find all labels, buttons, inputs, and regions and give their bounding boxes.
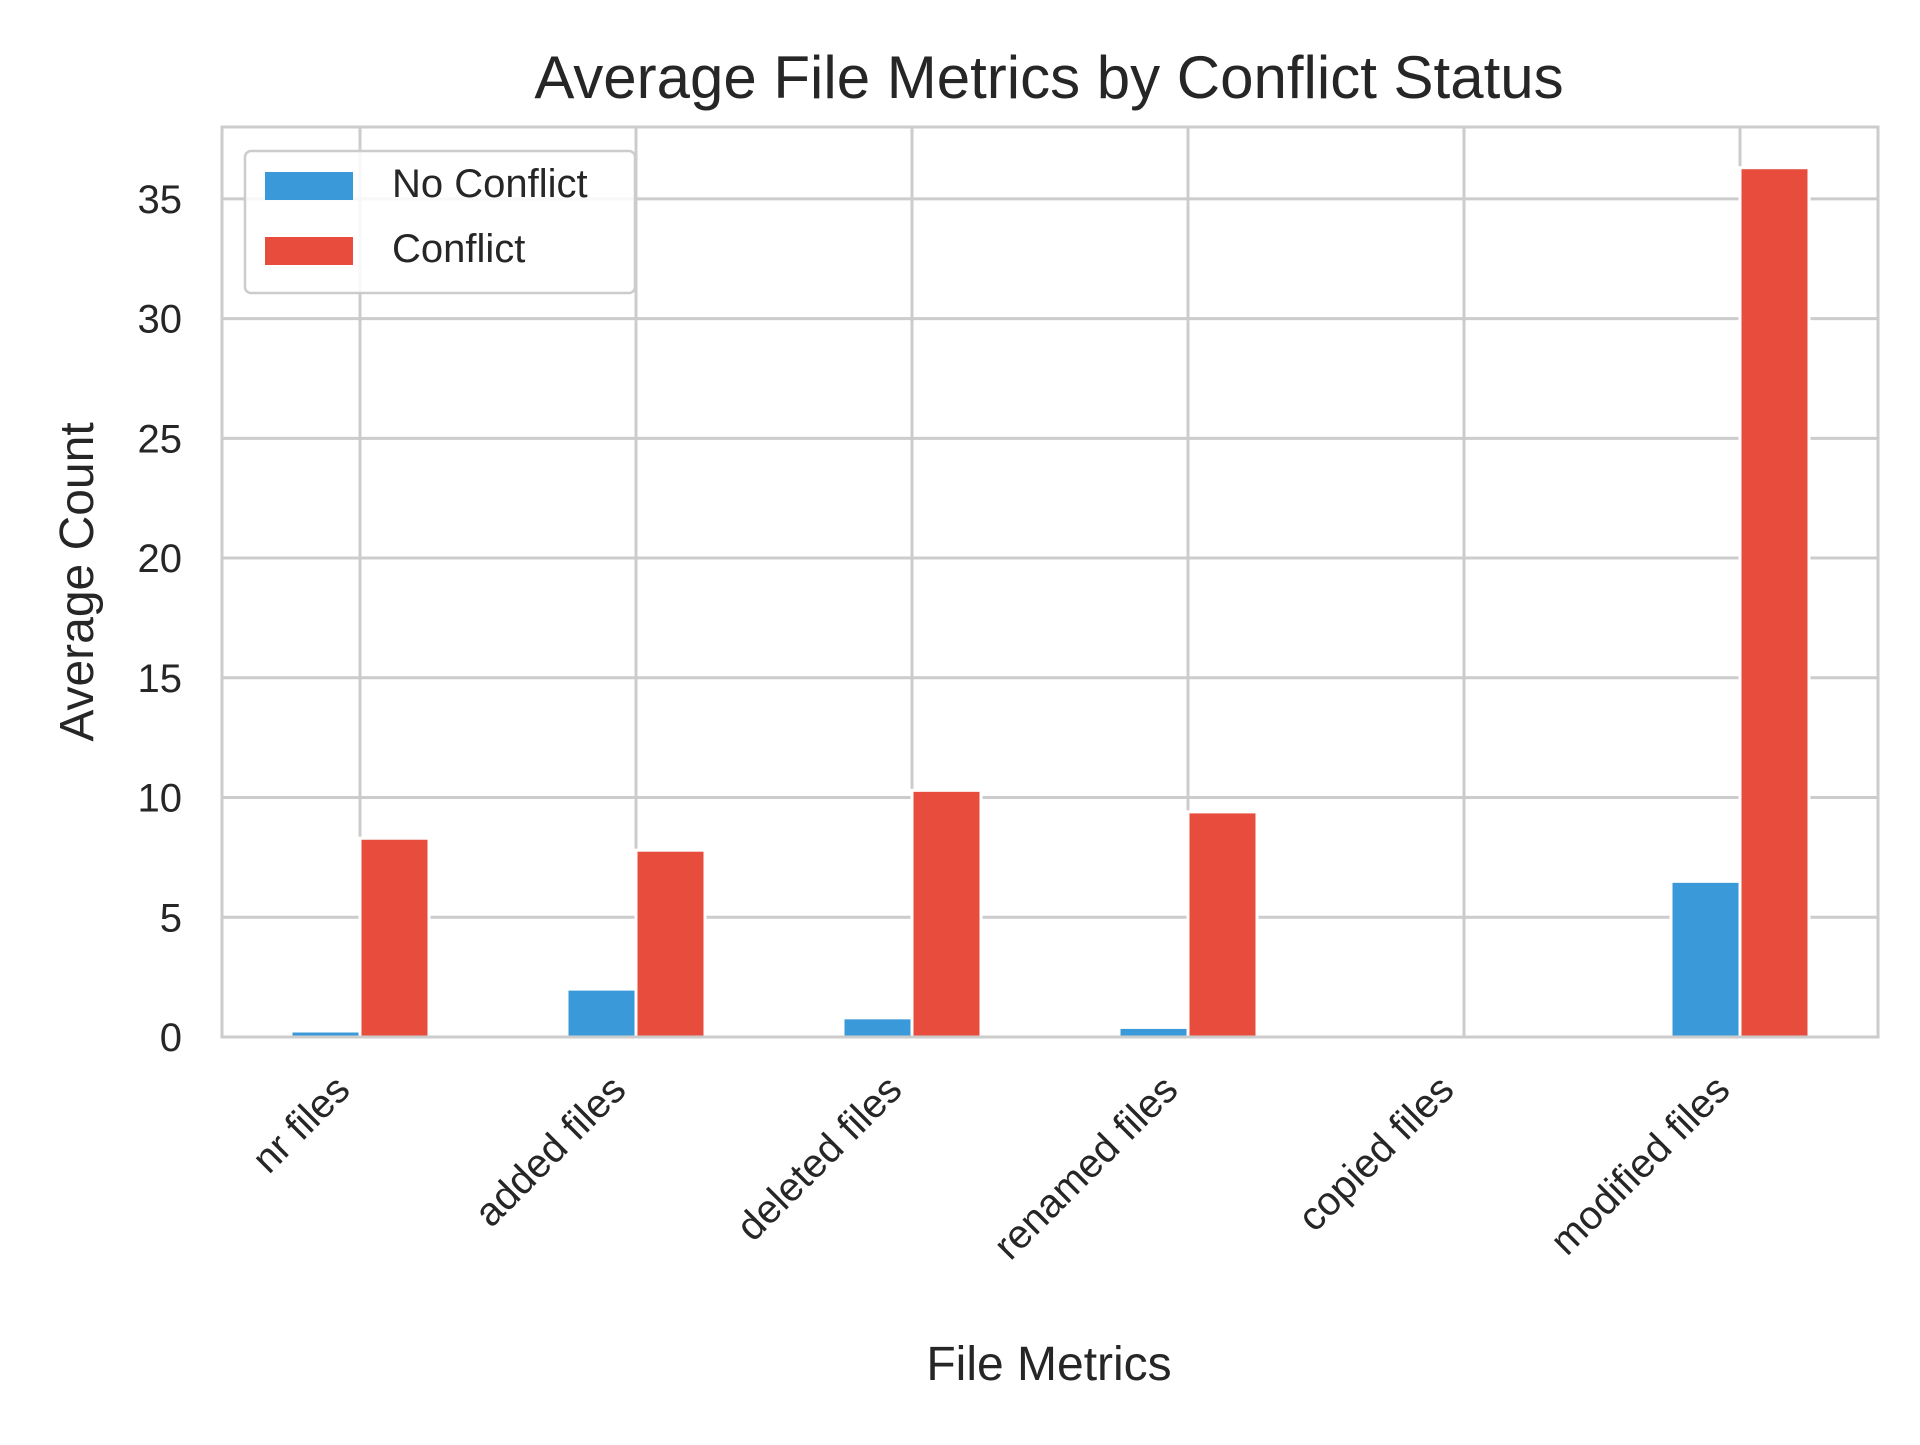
bar-conflict-renamed-files [1186,810,1259,1039]
plot-area-frame [220,125,1880,1039]
y-tick-label-5: 5 [160,896,182,940]
chart-title: Average File Metrics by Conflict Status [534,44,1563,111]
bar-conflict-added-files [634,848,707,1039]
legend-swatch-conflict [265,237,353,265]
bar-no-conflict-modified-files [1669,879,1742,1039]
y-tick-label-25: 25 [138,417,183,461]
y-tick-label-35: 35 [138,178,183,222]
y-tick-labels: 0 5 10 15 20 25 30 35 [138,178,183,1060]
bar-conflict-deleted-files [910,788,983,1039]
legend: No Conflict Conflict [243,149,637,295]
y-axis-label: Average Count [51,422,104,741]
bar-conflict-modified-files [1738,166,1811,1039]
y-tick-label-30: 30 [138,298,183,342]
y-tick-label-15: 15 [138,657,183,701]
bar-no-conflict-deleted-files [841,1016,914,1039]
legend-label-conflict: Conflict [392,227,525,271]
y-tick-label-10: 10 [138,777,183,821]
y-tick-label-20: 20 [138,537,183,581]
bar-no-conflict-added-files [565,987,638,1039]
legend-swatch-no-conflict [265,172,353,200]
legend-label-no-conflict: No Conflict [392,162,588,206]
x-axis-label: File Metrics [926,1338,1171,1391]
y-tick-label-0: 0 [160,1016,182,1060]
bar-conflict-nr-files [358,836,431,1039]
